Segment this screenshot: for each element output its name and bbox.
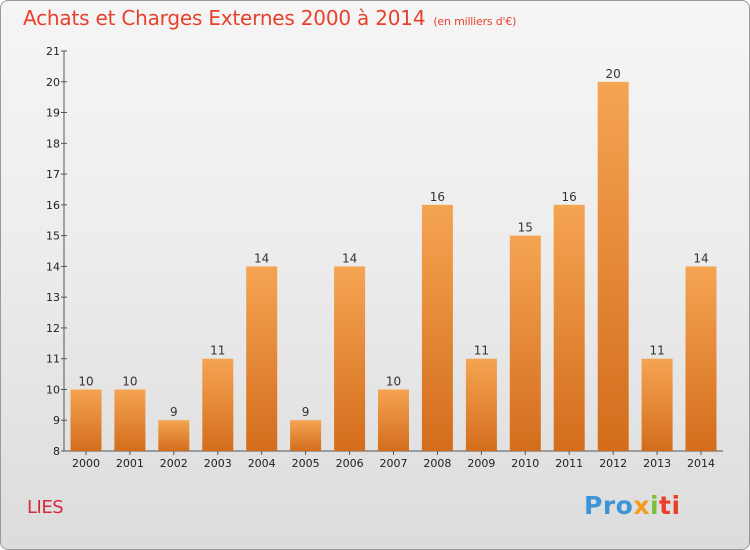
bar-2000 — [70, 389, 102, 451]
data-label-2011: 16 — [562, 190, 577, 204]
x-tick-label-2013: 2013 — [643, 457, 671, 470]
x-tick-label-2003: 2003 — [204, 457, 232, 470]
logo-part-3: i — [649, 491, 660, 520]
proxiti-logo[interactable]: Proxiti — [584, 491, 681, 520]
data-label-2006: 14 — [342, 251, 357, 265]
y-tick-label-21: 21 — [46, 45, 60, 58]
bar-2012 — [597, 81, 629, 452]
bar-2001 — [114, 389, 146, 451]
y-tick-label-8: 8 — [53, 445, 60, 458]
y-tick-label-19: 19 — [46, 107, 60, 120]
x-tick-label-2011: 2011 — [555, 457, 583, 470]
bar-2003 — [202, 358, 234, 451]
chart-title: Achats et Charges Externes 2000 à 2014 (e… — [23, 6, 516, 30]
logo-part-1: Pro — [584, 491, 634, 520]
data-label-2005: 9 — [302, 405, 310, 419]
data-label-2010: 15 — [518, 221, 533, 235]
chart-subtitle: (en milliers d'€) — [433, 15, 517, 28]
x-tick-label-2002: 2002 — [160, 457, 188, 470]
bar-2004 — [246, 266, 278, 451]
x-tick-label-2010: 2010 — [511, 457, 539, 470]
y-tick-label-20: 20 — [46, 76, 60, 89]
data-label-2004: 14 — [254, 251, 269, 265]
bar-2014 — [685, 266, 717, 451]
bar-2007 — [378, 389, 409, 451]
x-tick-label-2009: 2009 — [467, 457, 495, 470]
y-tick-label-18: 18 — [46, 137, 60, 150]
bar-2009 — [465, 358, 497, 451]
x-tick-label-2000: 2000 — [72, 457, 100, 470]
x-tick-label-2007: 2007 — [380, 457, 408, 470]
y-tick-label-14: 14 — [46, 260, 60, 273]
data-label-2009: 11 — [474, 344, 489, 358]
y-tick-label-13: 13 — [46, 291, 60, 304]
x-tick-label-2008: 2008 — [423, 457, 451, 470]
bar-2002 — [158, 420, 190, 451]
data-label-2012: 20 — [606, 67, 621, 81]
data-label-2002: 9 — [170, 405, 178, 419]
x-tick-label-2004: 2004 — [248, 457, 276, 470]
bar-2011 — [553, 204, 585, 451]
y-tick-label-17: 17 — [46, 168, 60, 181]
title-text: Achats et Charges Externes 2000 à 2014 — [23, 6, 426, 30]
y-tick-label-15: 15 — [46, 230, 60, 243]
y-tick-label-16: 16 — [46, 199, 60, 212]
y-tick-label-9: 9 — [53, 414, 60, 427]
x-tick-label-2005: 2005 — [292, 457, 320, 470]
bar-2006 — [334, 266, 366, 451]
data-label-2003: 11 — [210, 344, 225, 358]
bar-2010 — [509, 235, 541, 451]
y-tick-label-10: 10 — [46, 383, 60, 396]
x-tick-label-2012: 2012 — [599, 457, 627, 470]
x-tick-label-2001: 2001 — [116, 457, 144, 470]
bar-2013 — [641, 358, 673, 451]
commune-name: LIES — [27, 497, 64, 518]
x-tick-label-2006: 2006 — [336, 457, 364, 470]
data-label-2008: 16 — [430, 190, 445, 204]
bar-2005 — [290, 420, 322, 451]
x-tick-label-2014: 2014 — [687, 457, 715, 470]
data-label-2014: 14 — [693, 251, 708, 265]
bar-2008 — [421, 204, 453, 451]
data-label-2001: 10 — [122, 375, 137, 389]
data-label-2007: 10 — [386, 375, 401, 389]
logo-part-4: ti — [659, 491, 681, 520]
logo-part-2: x — [633, 491, 650, 520]
y-tick-label-12: 12 — [46, 322, 60, 335]
data-label-2000: 10 — [78, 375, 93, 389]
y-tick-label-11: 11 — [46, 353, 60, 366]
data-label-2013: 11 — [649, 344, 664, 358]
